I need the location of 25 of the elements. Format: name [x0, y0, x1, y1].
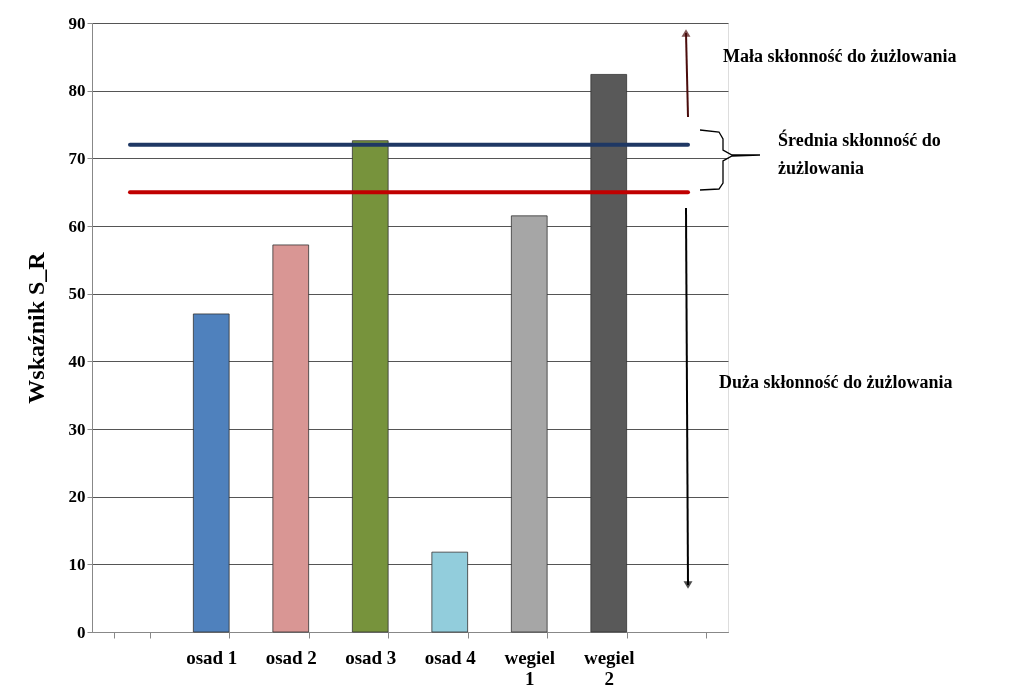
bar: [431, 551, 469, 633]
y-tick-label: 20: [68, 487, 86, 507]
bar: [510, 215, 548, 633]
bar: [192, 313, 230, 633]
x-tick-label: wegiel 1: [504, 646, 556, 689]
y-tick-label: 70: [68, 148, 86, 168]
y-axis-title: Wskaźnik S_R: [22, 251, 49, 404]
y-tick-label: 60: [68, 216, 86, 236]
annotation: Duża skłonność do żużlowania: [719, 372, 953, 392]
y-tick-label: 40: [68, 351, 86, 371]
y-tick-label: 30: [68, 419, 86, 439]
x-tick-label: wegiel 2: [583, 646, 635, 689]
y-tick-label: 0: [77, 622, 86, 642]
bar: [272, 244, 310, 633]
y-tick-label: 10: [68, 554, 86, 574]
x-tick-label: osad 3: [345, 646, 397, 668]
x-tick-label: osad 2: [265, 646, 317, 668]
annotation: Mała skłonność do żużlowania: [723, 46, 957, 66]
y-tick-label: 50: [68, 284, 86, 304]
text: Średnia skłonność do żużlowania: [778, 129, 941, 178]
x-tick-label: osad 4: [424, 646, 477, 668]
y-tick-label: 90: [68, 13, 86, 33]
y-tick-label: 80: [68, 81, 86, 101]
x-tick-label: osad 1: [186, 646, 238, 668]
bar: [351, 140, 389, 633]
